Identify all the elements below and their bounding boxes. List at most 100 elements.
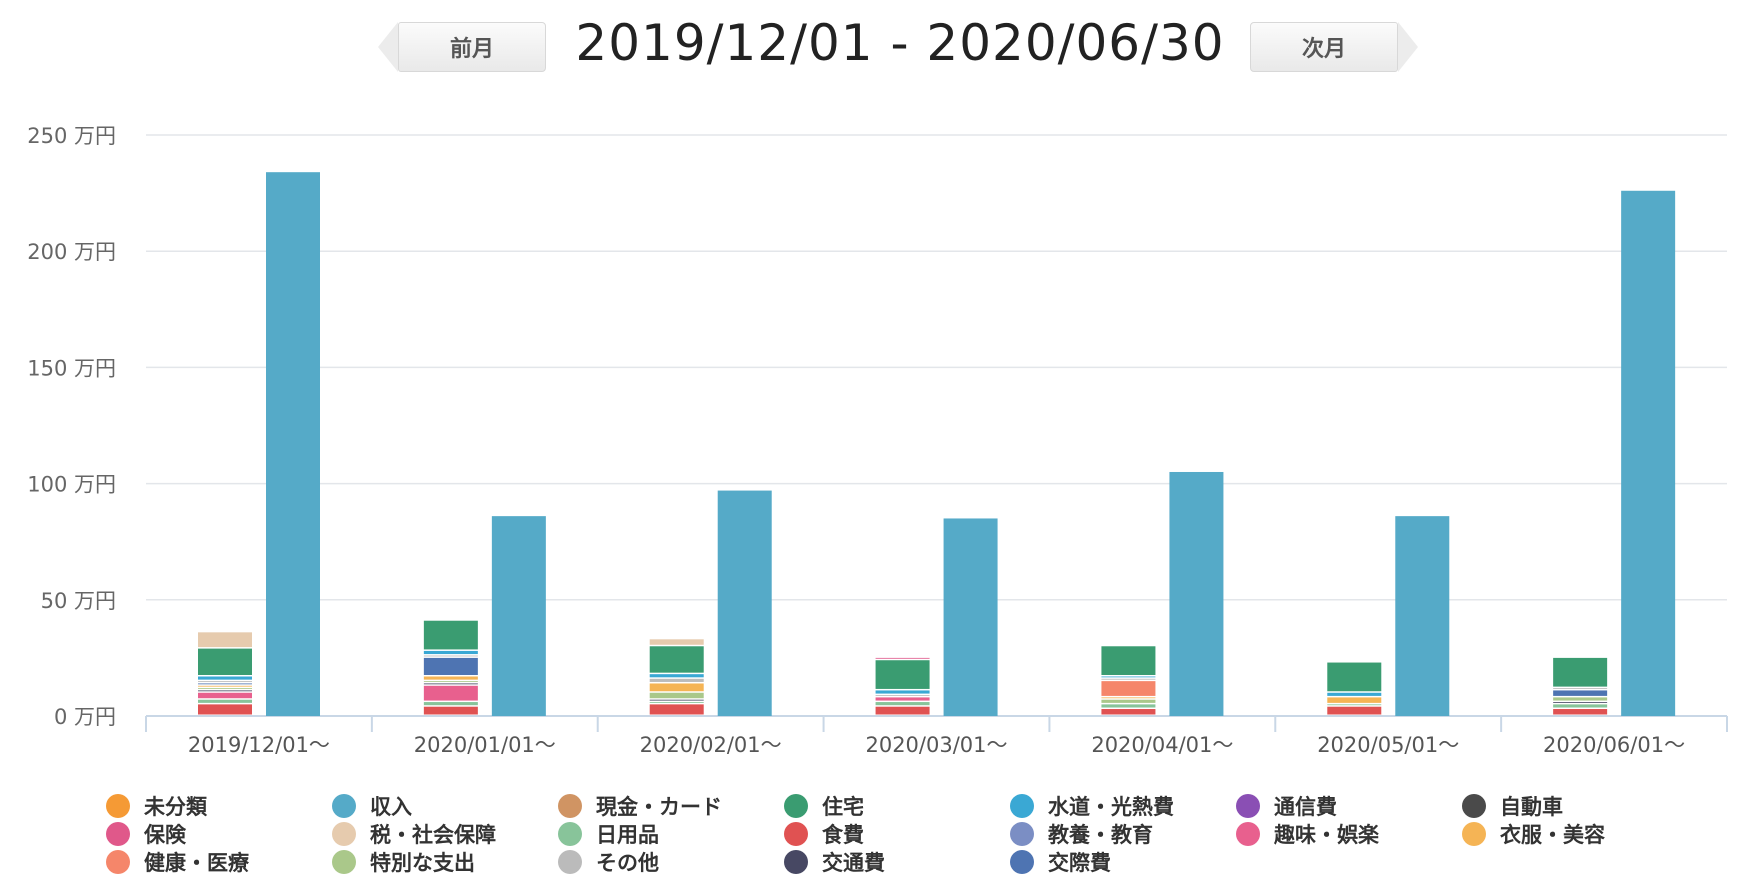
expense-bar-segment: [198, 632, 252, 648]
legend-item[interactable]: 住宅: [784, 794, 1010, 819]
legend-label: 衣服・美容: [1500, 823, 1605, 847]
legend-item[interactable]: 現金・カード: [558, 794, 784, 819]
expense-bar-segment: [198, 648, 252, 675]
expense-bar-segment: [1327, 692, 1382, 696]
legend-label: 税・社会保障: [370, 823, 496, 847]
expense-bar-segment: [875, 657, 930, 659]
expense-bar-segment: [198, 692, 252, 699]
legend-swatch-icon: [558, 794, 582, 818]
expense-bar-segment: [1553, 657, 1608, 687]
legend-item[interactable]: 通信費: [1236, 794, 1462, 819]
y-tick-label: 100 万円: [27, 473, 116, 497]
expense-bar-segment: [1101, 704, 1156, 708]
expense-bar-segment: [198, 699, 252, 703]
prev-month-button[interactable]: 前月: [398, 22, 546, 72]
expense-bar-segment: [1553, 709, 1608, 715]
expense-bar-segment: [875, 697, 930, 701]
next-month-button[interactable]: 次月: [1250, 22, 1398, 72]
expense-bar-segment: [423, 702, 478, 706]
legend-label: 食費: [822, 823, 864, 847]
expense-bar-segment: [649, 646, 704, 673]
expense-bar-segment: [1553, 697, 1608, 701]
legend-item[interactable]: その他: [558, 850, 784, 875]
legend-label: 日用品: [596, 823, 659, 847]
expense-bar-segment: [423, 685, 478, 701]
legend-item[interactable]: 水道・光熱費: [1010, 794, 1236, 819]
prev-button-arrow[interactable]: [378, 22, 398, 72]
legend-item[interactable]: 税・社会保障: [332, 822, 558, 847]
legend-swatch-icon: [784, 822, 808, 846]
expense-bar-segment: [1327, 697, 1382, 703]
x-tick-label: 2020/03/01〜: [865, 733, 1007, 757]
expense-bar-segment: [198, 688, 252, 689]
legend-swatch-icon: [558, 850, 582, 874]
expense-bar-segment: [423, 681, 478, 682]
expense-bar-segment: [1327, 704, 1382, 706]
expense-bar-segment: [1553, 702, 1608, 703]
y-tick-label: 250 万円: [27, 124, 116, 148]
legend-item[interactable]: 健康・医療: [106, 850, 332, 875]
legend-label: 水道・光熱費: [1048, 795, 1174, 819]
legend-item[interactable]: 特別な支出: [332, 850, 558, 875]
expense-bar-segment: [649, 674, 704, 678]
legend-item[interactable]: 衣服・美容: [1462, 822, 1688, 847]
expense-bar-segment: [649, 692, 704, 699]
legend-item[interactable]: 未分類: [106, 794, 332, 819]
legend-item[interactable]: 収入: [332, 794, 558, 819]
legend-swatch-icon: [1236, 794, 1260, 818]
expense-bar-segment: [649, 639, 704, 645]
income-bar: [491, 516, 546, 716]
legend-label: その他: [596, 851, 659, 875]
expense-bar-segment: [649, 704, 704, 715]
legend-label: 健康・医療: [144, 851, 249, 875]
expense-bar-segment: [198, 676, 252, 680]
expense-bar-segment: [649, 699, 704, 701]
next-button-arrow[interactable]: [1398, 22, 1418, 72]
expense-bar-segment: [1101, 646, 1156, 675]
expense-bar-segment: [649, 683, 704, 692]
date-range-title: 2019/12/01 - 2020/06/30: [575, 14, 1225, 72]
legend-item[interactable]: 食費: [784, 822, 1010, 847]
expense-bar-segment: [649, 702, 704, 703]
expense-bar-segment: [423, 676, 478, 680]
x-tick-label: 2020/01/01〜: [414, 733, 556, 757]
expense-bar-segment: [875, 690, 930, 694]
legend-label: 特別な支出: [370, 851, 475, 875]
legend-swatch-icon: [1462, 822, 1486, 846]
legend-item[interactable]: 日用品: [558, 822, 784, 847]
legend-swatch-icon: [106, 794, 130, 818]
legend-swatch-icon: [1462, 794, 1486, 818]
expense-bar-segment: [1327, 662, 1382, 692]
y-tick-label: 200 万円: [27, 240, 116, 264]
legend-item[interactable]: 交際費: [1010, 850, 1236, 875]
legend-item[interactable]: 自動車: [1462, 794, 1688, 819]
legend-label: 教養・教育: [1048, 823, 1153, 847]
x-tick-label: 2020/06/01〜: [1543, 733, 1685, 757]
legend-item[interactable]: 趣味・娯楽: [1236, 822, 1462, 847]
expense-bar-segment: [423, 706, 478, 715]
income-bar: [1621, 190, 1676, 716]
expense-bar-segment: [198, 681, 252, 682]
x-tick-label: 2019/12/01〜: [188, 733, 330, 757]
legend-swatch-icon: [1010, 794, 1034, 818]
legend-label: 現金・カード: [596, 795, 722, 819]
chart-legend: 未分類 収入 現金・カード 住宅 水道・光熱費 通信費 自動車保険 税・社会保障 日用品 食費 教養…: [106, 794, 1726, 875]
expense-bar-segment: [1101, 681, 1156, 696]
income-bar: [1395, 516, 1450, 716]
legend-swatch-icon: [1010, 822, 1034, 846]
expense-bar-segment: [198, 683, 252, 685]
expense-bar-segment: [198, 690, 252, 692]
legend-item[interactable]: 保険: [106, 822, 332, 847]
legend-item[interactable]: 教養・教育: [1010, 822, 1236, 847]
expense-bar-segment: [875, 706, 930, 715]
expense-bar-segment: [423, 683, 478, 685]
expense-bar-segment: [1101, 678, 1156, 680]
legend-item[interactable]: 交通費: [784, 850, 1010, 875]
income-bar: [266, 172, 320, 716]
legend-swatch-icon: [558, 822, 582, 846]
legend-swatch-icon: [784, 794, 808, 818]
legend-label: 収入: [370, 795, 412, 819]
legend-label: 交際費: [1048, 851, 1111, 875]
expense-bar-segment: [1101, 709, 1156, 715]
next-month-label: 次月: [1301, 37, 1346, 62]
